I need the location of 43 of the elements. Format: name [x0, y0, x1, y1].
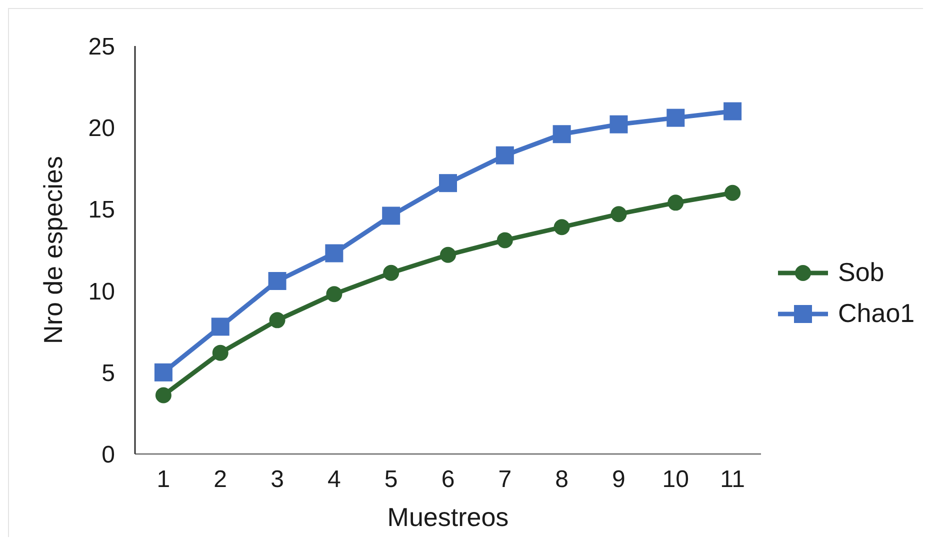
- point: [325, 244, 344, 262]
- point: [440, 246, 456, 263]
- legend-label: Chao1: [838, 298, 915, 329]
- point: [496, 232, 513, 248]
- y-tick-label: 25: [88, 34, 115, 61]
- x-tick-label: 3: [270, 466, 284, 494]
- point: [439, 174, 457, 192]
- x-tick-label: 7: [498, 466, 512, 494]
- point: [154, 363, 172, 382]
- y-tick-label: 20: [88, 115, 115, 142]
- point: [382, 206, 400, 225]
- y-tick-label: 0: [102, 442, 115, 469]
- y-tick-label: 15: [88, 196, 115, 224]
- point: [724, 102, 742, 120]
- x-tick-label: 2: [214, 466, 228, 494]
- x-tick-label: 1: [156, 466, 170, 494]
- point: [610, 206, 627, 222]
- point: [269, 312, 286, 328]
- point: [724, 184, 741, 201]
- y-tick-label: 5: [102, 360, 115, 387]
- point: [212, 344, 228, 361]
- point: [326, 286, 342, 302]
- point: [268, 272, 286, 290]
- x-tick-label: 10: [662, 466, 689, 494]
- point: [552, 125, 571, 144]
- legend-label: Sob: [838, 257, 884, 288]
- x-tick-label: 8: [555, 466, 568, 494]
- y-tick-label: 10: [88, 278, 115, 306]
- x-tick-label: 4: [328, 466, 341, 494]
- point: [666, 108, 685, 127]
- point: [211, 318, 230, 336]
- y-axis-title: Nro de especies: [38, 156, 68, 344]
- x-tick-label: 6: [441, 466, 455, 494]
- point: [383, 264, 400, 281]
- point: [554, 219, 570, 236]
- point: [496, 146, 514, 164]
- x-tick-label: 9: [612, 466, 626, 494]
- point: [668, 194, 684, 211]
- point: [155, 387, 172, 404]
- x-tick-label: 11: [720, 466, 746, 494]
- x-tick-label: 5: [384, 466, 398, 494]
- point: [610, 115, 628, 134]
- x-axis-title: Muestreos: [387, 502, 509, 532]
